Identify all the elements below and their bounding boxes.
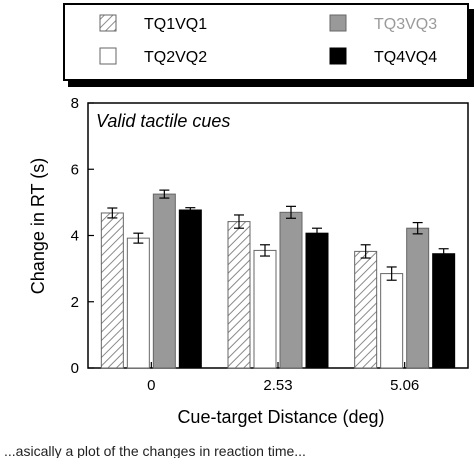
y-tick-label: 0 [71, 360, 79, 377]
y-tick-label: 2 [71, 294, 79, 311]
bar-tq3vq3 [152, 193, 176, 369]
bar-tq2vq2 [380, 273, 404, 369]
bar-tq2vq2 [253, 249, 277, 369]
bar-tq3vq3 [279, 211, 303, 369]
legend: TQ1VQ1 TQ2VQ2 TQ3VQ3 TQ4VQ4 [63, 3, 474, 87]
x-axis-label: Cue-target Distance (deg) [177, 407, 384, 427]
y-tick-label: 6 [71, 161, 79, 178]
plot-area: 0 2 4 6 8 0 2.53 5.06 [71, 95, 469, 394]
y-axis-label: Change in RT (s) [28, 158, 48, 294]
x-tick-label: 2.53 [263, 377, 292, 394]
x-tick-label: 5.06 [390, 377, 419, 394]
legend-label-tq1vq1: TQ1VQ1 [144, 16, 207, 33]
y-tick-label: 8 [71, 95, 79, 112]
panel-label: Valid tactile cues [96, 111, 230, 131]
bar-tq4vq4 [305, 232, 329, 369]
legend-label-tq3vq3: TQ3VQ3 [374, 16, 437, 33]
legend-swatch-tq1vq1 [99, 14, 117, 32]
legend-label-tq4vq4: TQ4VQ4 [374, 49, 437, 66]
legend-label-tq2vq2: TQ2VQ2 [144, 49, 207, 66]
bar-tq1vq1 [100, 212, 124, 369]
bar-tq2vq2 [126, 237, 150, 369]
legend-swatch-tq3vq3 [329, 14, 347, 32]
caption-fragment: ...asically a plot of the changes in rea… [4, 444, 306, 458]
bar-tq4vq4 [178, 209, 202, 369]
bar-tq1vq1 [227, 221, 251, 369]
bar-tq3vq3 [406, 227, 430, 369]
legend-swatch-tq4vq4 [329, 47, 347, 65]
legend-frame [63, 3, 469, 81]
legend-swatch-tq2vq2 [99, 47, 117, 65]
bar-tq1vq1 [354, 250, 378, 369]
y-tick-label: 4 [71, 228, 79, 245]
x-tick-label: 0 [147, 377, 155, 394]
bar-tq4vq4 [432, 253, 456, 369]
